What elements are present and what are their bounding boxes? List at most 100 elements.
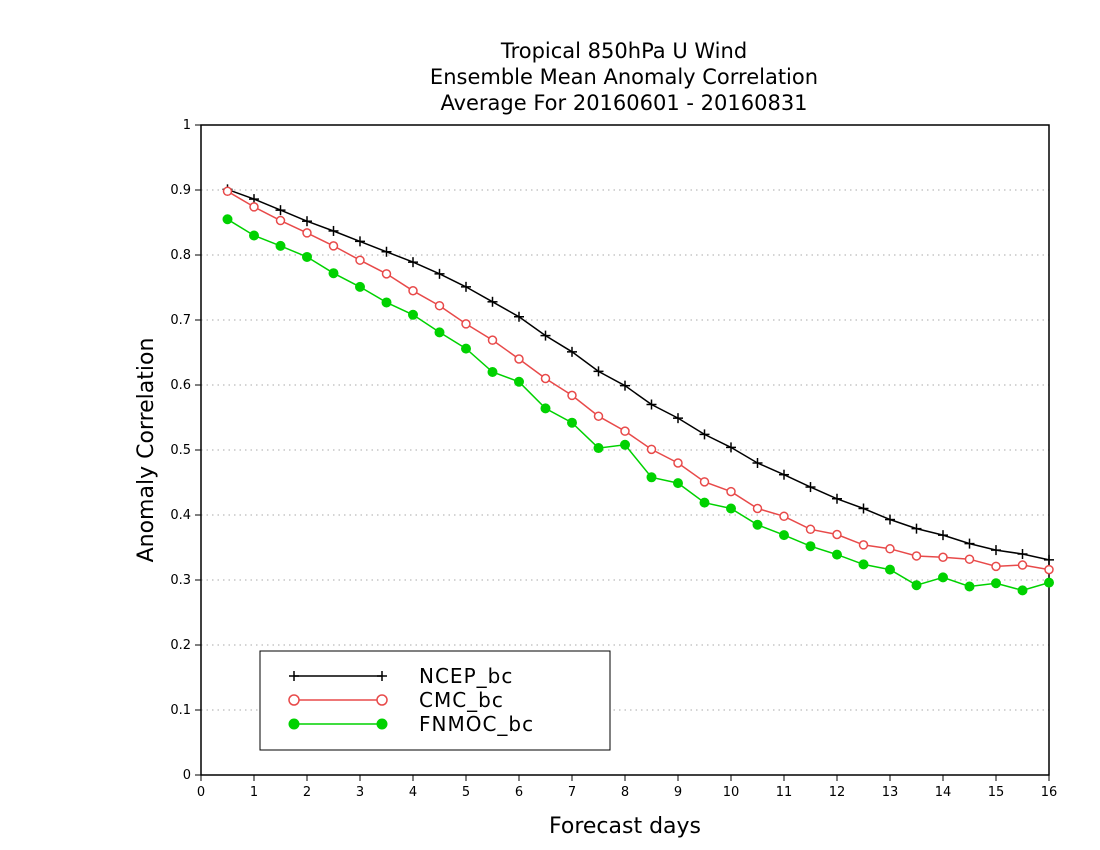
data-point-cmc-bc	[964, 554, 975, 564]
series-line-fnmoc-bc	[227, 218, 1050, 592]
data-point-cmc-bc	[249, 202, 259, 212]
data-point-fnmoc-bc	[381, 297, 392, 308]
plot-area-frame	[200, 124, 1050, 776]
data-point-cmc-bc	[302, 228, 312, 238]
x-tick-label: 4	[409, 785, 417, 800]
data-point-ncep-bc	[752, 458, 763, 468]
series-line-cmc-bc	[227, 190, 1050, 571]
data-point-fnmoc-bc	[567, 417, 577, 428]
data-point-fnmoc-bc	[302, 251, 312, 262]
series-cmc-bc	[222, 186, 1054, 575]
data-point-ncep-bc	[487, 296, 498, 307]
data-point-ncep-bc	[408, 257, 418, 268]
data-point-cmc-bc	[673, 458, 683, 468]
legend-label-cmc-bc: CMC_bc	[419, 688, 504, 712]
y-tick-label: 0.2	[170, 638, 191, 653]
data-point-cmc-bc	[726, 486, 736, 497]
data-point-ncep-bc	[964, 538, 975, 549]
data-point-ncep-bc	[514, 311, 524, 322]
data-point-fnmoc-bc	[752, 519, 763, 530]
data-point-fnmoc-bc	[620, 439, 630, 450]
y-tick-label: 0.8	[170, 248, 191, 263]
data-point-cmc-bc	[408, 286, 418, 296]
data-point-fnmoc-bc	[699, 497, 710, 508]
y-tick-label: 0.7	[170, 313, 191, 328]
data-point-ncep-bc	[1017, 549, 1028, 559]
chart-title: Tropical 850hPa U Wind Ensemble Mean Ano…	[430, 39, 818, 115]
data-point-fnmoc-bc	[991, 578, 1001, 589]
data-point-ncep-bc	[885, 514, 895, 525]
data-point-fnmoc-bc	[911, 580, 922, 591]
data-point-ncep-bc	[381, 246, 392, 257]
data-point-ncep-bc	[275, 205, 286, 216]
data-point-ncep-bc	[911, 523, 922, 534]
data-point-cmc-bc	[1044, 564, 1054, 575]
data-point-cmc-bc	[328, 241, 339, 251]
data-point-ncep-bc	[726, 442, 736, 453]
data-point-fnmoc-bc	[964, 581, 975, 592]
legend-marker	[288, 718, 300, 730]
legend-item-fnmoc-bc: FNMOC_bc	[288, 712, 533, 736]
data-point-ncep-bc	[302, 216, 312, 227]
legend-marker	[377, 671, 387, 681]
x-tick-label: 12	[829, 785, 846, 800]
data-point-fnmoc-bc	[673, 478, 683, 489]
legend-marker	[289, 671, 299, 681]
data-point-cmc-bc	[540, 373, 551, 384]
data-point-cmc-bc	[275, 215, 286, 226]
data-point-cmc-bc	[938, 552, 948, 562]
chart-title-line-3: Average For 20160601 - 20160831	[440, 91, 807, 115]
data-point-ncep-bc	[673, 413, 683, 424]
data-point-cmc-bc	[434, 300, 445, 311]
chart-title-line-1: Tropical 850hPa U Wind	[500, 39, 747, 63]
x-tick-label: 16	[1041, 785, 1058, 800]
data-point-cmc-bc	[752, 503, 763, 514]
data-point-cmc-bc	[646, 444, 657, 455]
data-point-fnmoc-bc	[222, 214, 233, 225]
series-lines	[222, 184, 1054, 596]
x-tick-label: 6	[515, 785, 523, 800]
data-point-ncep-bc	[858, 503, 869, 514]
data-point-cmc-bc	[1017, 560, 1028, 570]
data-point-ncep-bc	[805, 482, 816, 493]
x-tick-label: 9	[674, 785, 682, 800]
data-point-fnmoc-bc	[275, 240, 286, 251]
data-point-cmc-bc	[805, 524, 816, 535]
y-tick-label: 0.1	[170, 703, 191, 718]
y-tick-label: 1	[183, 118, 191, 133]
legend-label-ncep-bc: NCEP_bc	[419, 664, 513, 688]
data-point-fnmoc-bc	[461, 343, 471, 354]
data-point-ncep-bc	[1044, 554, 1054, 565]
data-point-fnmoc-bc	[646, 472, 657, 483]
y-tick-label: 0.9	[170, 183, 191, 198]
data-point-cmc-bc	[487, 335, 498, 345]
y-tick-label: 0.3	[170, 573, 191, 588]
data-point-ncep-bc	[938, 530, 948, 541]
data-point-fnmoc-bc	[1044, 577, 1054, 588]
data-point-fnmoc-bc	[938, 572, 948, 583]
chart-title-line-2: Ensemble Mean Anomaly Correlation	[430, 65, 818, 89]
x-tick-label: 0	[197, 785, 205, 800]
data-point-cmc-bc	[514, 354, 524, 364]
data-point-fnmoc-bc	[487, 367, 498, 377]
x-tick-label: 11	[776, 785, 793, 800]
data-point-ncep-bc	[434, 268, 445, 279]
data-point-cmc-bc	[832, 529, 842, 540]
data-point-ncep-bc	[567, 346, 577, 357]
data-point-fnmoc-bc	[328, 268, 339, 279]
x-tick-label: 10	[723, 785, 740, 800]
series-line-ncep-bc	[227, 188, 1050, 561]
data-point-cmc-bc	[991, 561, 1001, 572]
x-tick-label: 14	[935, 785, 952, 800]
data-point-fnmoc-bc	[726, 503, 736, 514]
data-point-ncep-bc	[991, 545, 1001, 556]
y-tick-label: 0	[183, 768, 191, 783]
data-point-ncep-bc	[832, 493, 842, 504]
x-tick-label: 7	[568, 785, 576, 800]
data-point-fnmoc-bc	[858, 559, 869, 570]
data-point-fnmoc-bc	[514, 376, 524, 387]
data-point-ncep-bc	[620, 380, 630, 391]
y-tick-label: 0.5	[170, 443, 191, 458]
data-point-ncep-bc	[355, 236, 365, 247]
